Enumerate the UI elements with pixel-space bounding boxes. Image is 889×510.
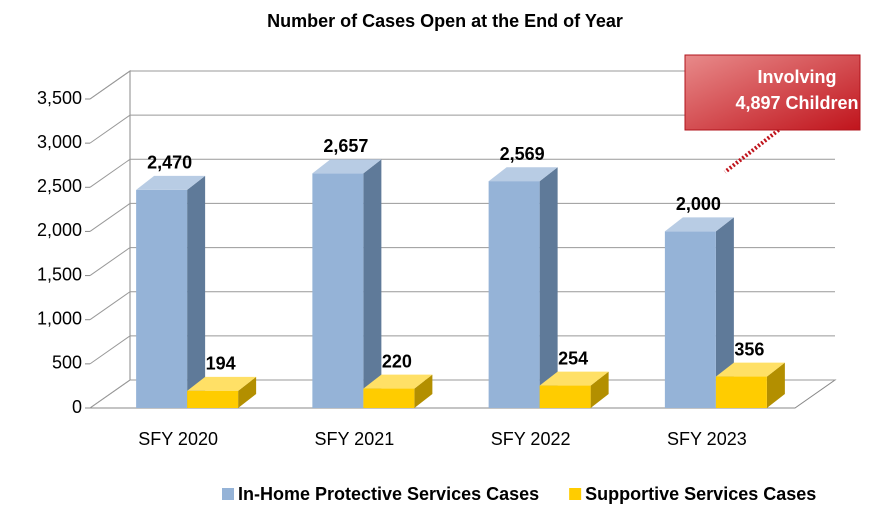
bar — [539, 385, 591, 408]
chart-title: Number of Cases Open at the End of Year — [267, 11, 623, 31]
data-label: 194 — [206, 354, 236, 374]
bar-top — [363, 374, 433, 389]
bar-side — [238, 376, 257, 408]
bar — [187, 390, 239, 408]
bar — [488, 181, 540, 408]
bar-side — [766, 362, 785, 408]
legend-swatch — [222, 488, 234, 500]
y-tick-label: 2,500 — [37, 176, 82, 196]
y-tick-label: 3,000 — [37, 132, 82, 152]
bar-top — [715, 362, 785, 377]
legend-label: Supportive Services Cases — [585, 484, 816, 504]
bar-top — [187, 376, 257, 391]
grid-line — [89, 202, 835, 232]
grid-line — [89, 114, 835, 144]
bar — [664, 231, 716, 408]
x-tick-label: SFY 2020 — [138, 429, 218, 449]
bar-side — [539, 167, 558, 408]
bar-side — [187, 175, 206, 408]
grid-line — [89, 70, 835, 100]
data-label: 2,470 — [147, 153, 192, 173]
bar — [363, 388, 415, 408]
grid-line — [89, 247, 835, 276]
data-label: 2,657 — [323, 136, 368, 156]
bar — [312, 173, 364, 408]
annotation-box — [684, 54, 861, 131]
y-tick-label: 1,500 — [37, 264, 82, 284]
bar-side — [363, 159, 382, 408]
x-tick-label: SFY 2021 — [315, 429, 395, 449]
grid-line — [89, 291, 835, 321]
back-wall — [89, 70, 131, 409]
bar-side — [715, 217, 734, 408]
y-tick-label: 0 — [72, 397, 82, 417]
bar — [715, 376, 767, 408]
bar-top — [312, 159, 382, 174]
data-label: 356 — [734, 339, 764, 359]
bar-top — [664, 217, 734, 232]
x-tick-label: SFY 2022 — [491, 429, 571, 449]
data-label: 2,569 — [500, 144, 545, 164]
bar-side — [414, 374, 433, 408]
bar-top — [488, 167, 558, 182]
data-label: 254 — [558, 348, 588, 368]
y-tick-label: 3,500 — [37, 88, 82, 108]
annotation: 4,897 Children — [735, 93, 858, 113]
legend-label: In-Home Protective Services Cases — [238, 484, 539, 504]
bar-top — [136, 175, 206, 190]
annotation: Involving — [757, 67, 836, 87]
grid-line — [89, 335, 835, 365]
y-tick-label: 2,000 — [37, 220, 82, 240]
data-label: 2,000 — [676, 194, 721, 214]
y-tick-label: 500 — [52, 353, 82, 373]
grid-line — [89, 158, 835, 188]
y-tick-label: 1,000 — [37, 308, 82, 328]
x-tick-label: SFY 2023 — [667, 429, 747, 449]
annotation-pointer — [723, 123, 787, 174]
data-label: 220 — [382, 351, 412, 371]
bar-side — [590, 371, 609, 408]
legend-swatch — [569, 488, 582, 500]
bar-top — [539, 371, 609, 386]
bar — [136, 189, 188, 408]
